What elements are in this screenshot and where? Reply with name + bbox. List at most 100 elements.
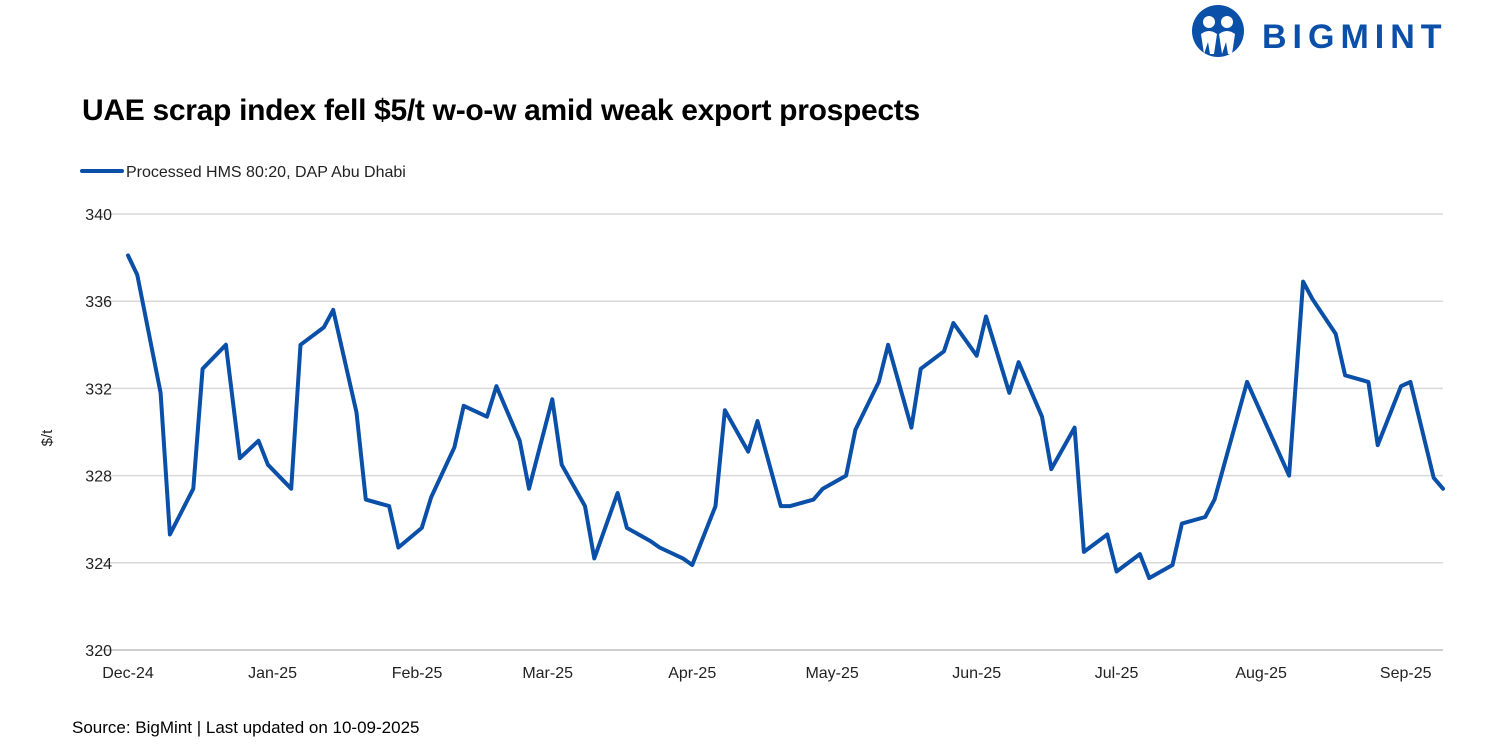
data-point xyxy=(724,409,726,411)
data-point xyxy=(551,398,553,400)
data-point xyxy=(1050,468,1052,470)
data-point xyxy=(757,420,759,422)
x-tick-label: Mar-25 xyxy=(522,665,573,682)
x-tick-label: Aug-25 xyxy=(1235,665,1287,682)
data-point xyxy=(430,496,432,498)
data-point xyxy=(1335,333,1337,335)
data-point xyxy=(878,381,880,383)
data-point xyxy=(593,557,595,559)
data-point xyxy=(160,392,162,394)
data-point xyxy=(225,344,227,346)
legend: Processed HMS 80:20, DAP Abu Dhabi xyxy=(80,164,406,181)
data-point xyxy=(1074,427,1076,429)
data-point xyxy=(267,464,269,466)
x-tick-label: May-25 xyxy=(805,665,858,682)
data-point xyxy=(169,533,171,535)
data-point xyxy=(822,488,824,490)
data-point xyxy=(1400,385,1402,387)
data-point xyxy=(239,457,241,459)
data-point xyxy=(1083,551,1085,553)
data-point xyxy=(1181,523,1183,525)
data-point xyxy=(290,488,292,490)
series-line xyxy=(126,253,1445,581)
data-point xyxy=(747,451,749,453)
data-point xyxy=(985,315,987,317)
data-point xyxy=(453,446,455,448)
y-axis-label: $/t xyxy=(39,429,56,447)
data-point xyxy=(127,254,129,256)
data-point xyxy=(388,505,390,507)
data-point xyxy=(495,385,497,387)
data-point xyxy=(887,344,889,346)
data-point xyxy=(1116,571,1118,573)
y-tick-label: 332 xyxy=(85,381,112,398)
data-point xyxy=(1106,533,1108,535)
data-point xyxy=(258,440,260,442)
data-point xyxy=(780,505,782,507)
legend-label: Processed HMS 80:20, DAP Abu Dhabi xyxy=(126,164,406,181)
data-point xyxy=(136,274,138,276)
data-point xyxy=(649,540,651,542)
data-point xyxy=(1008,392,1010,394)
data-point xyxy=(1433,477,1435,479)
data-point xyxy=(845,475,847,477)
x-tick-label: Jun-25 xyxy=(952,665,1001,682)
logo-globe-icon xyxy=(1192,5,1244,57)
x-tick-label: Jan-25 xyxy=(248,665,297,682)
data-point xyxy=(659,547,661,549)
data-point xyxy=(202,368,204,370)
data-point xyxy=(682,557,684,559)
data-point xyxy=(910,427,912,429)
data-point xyxy=(1302,281,1304,283)
data-point xyxy=(1344,374,1346,376)
data-point xyxy=(715,505,717,507)
data-point xyxy=(789,505,791,507)
data-point xyxy=(584,505,586,507)
data-point xyxy=(1172,564,1174,566)
data-point xyxy=(1214,499,1216,501)
data-point xyxy=(691,564,693,566)
data-point xyxy=(1139,553,1141,555)
data-point xyxy=(1204,516,1206,518)
data-point xyxy=(1442,488,1444,490)
x-tick-label: Jul-25 xyxy=(1095,665,1139,682)
data-point xyxy=(332,309,334,311)
y-tick-label: 320 xyxy=(85,643,112,660)
data-point xyxy=(192,488,194,490)
data-point xyxy=(1311,298,1313,300)
data-point xyxy=(854,429,856,431)
data-point xyxy=(421,527,423,529)
data-point xyxy=(920,368,922,370)
data-point xyxy=(1246,381,1248,383)
data-point xyxy=(463,405,465,407)
data-point xyxy=(561,464,563,466)
source-note: Source: BigMint | Last updated on 10-09-… xyxy=(72,718,420,737)
x-tick-label: Apr-25 xyxy=(668,665,716,682)
y-tick-label: 340 xyxy=(85,207,112,224)
y-tick-label: 324 xyxy=(85,556,112,573)
x-tick-label: Dec-24 xyxy=(102,665,154,682)
data-point xyxy=(300,344,302,346)
data-point xyxy=(1367,381,1369,383)
x-tick-label: Feb-25 xyxy=(392,665,443,682)
data-point xyxy=(1041,416,1043,418)
data-point xyxy=(976,355,978,357)
data-point xyxy=(626,527,628,529)
data-point xyxy=(323,326,325,328)
data-point xyxy=(519,440,521,442)
data-point xyxy=(355,411,357,413)
chart-title: UAE scrap index fell $5/t w-o-w amid wea… xyxy=(82,94,920,127)
data-point xyxy=(1148,577,1150,579)
bigmint-logo: BIGMINT xyxy=(1192,5,1448,57)
data-point xyxy=(812,499,814,501)
data-point xyxy=(952,322,954,324)
data-point xyxy=(1288,475,1290,477)
data-point xyxy=(397,547,399,549)
data-point xyxy=(1409,381,1411,383)
x-tick-label: Sep-25 xyxy=(1380,665,1432,682)
data-point xyxy=(1018,361,1020,363)
y-tick-label: 328 xyxy=(85,469,112,486)
svg-text:BIGMINT: BIGMINT xyxy=(1262,18,1448,56)
data-point xyxy=(528,488,530,490)
